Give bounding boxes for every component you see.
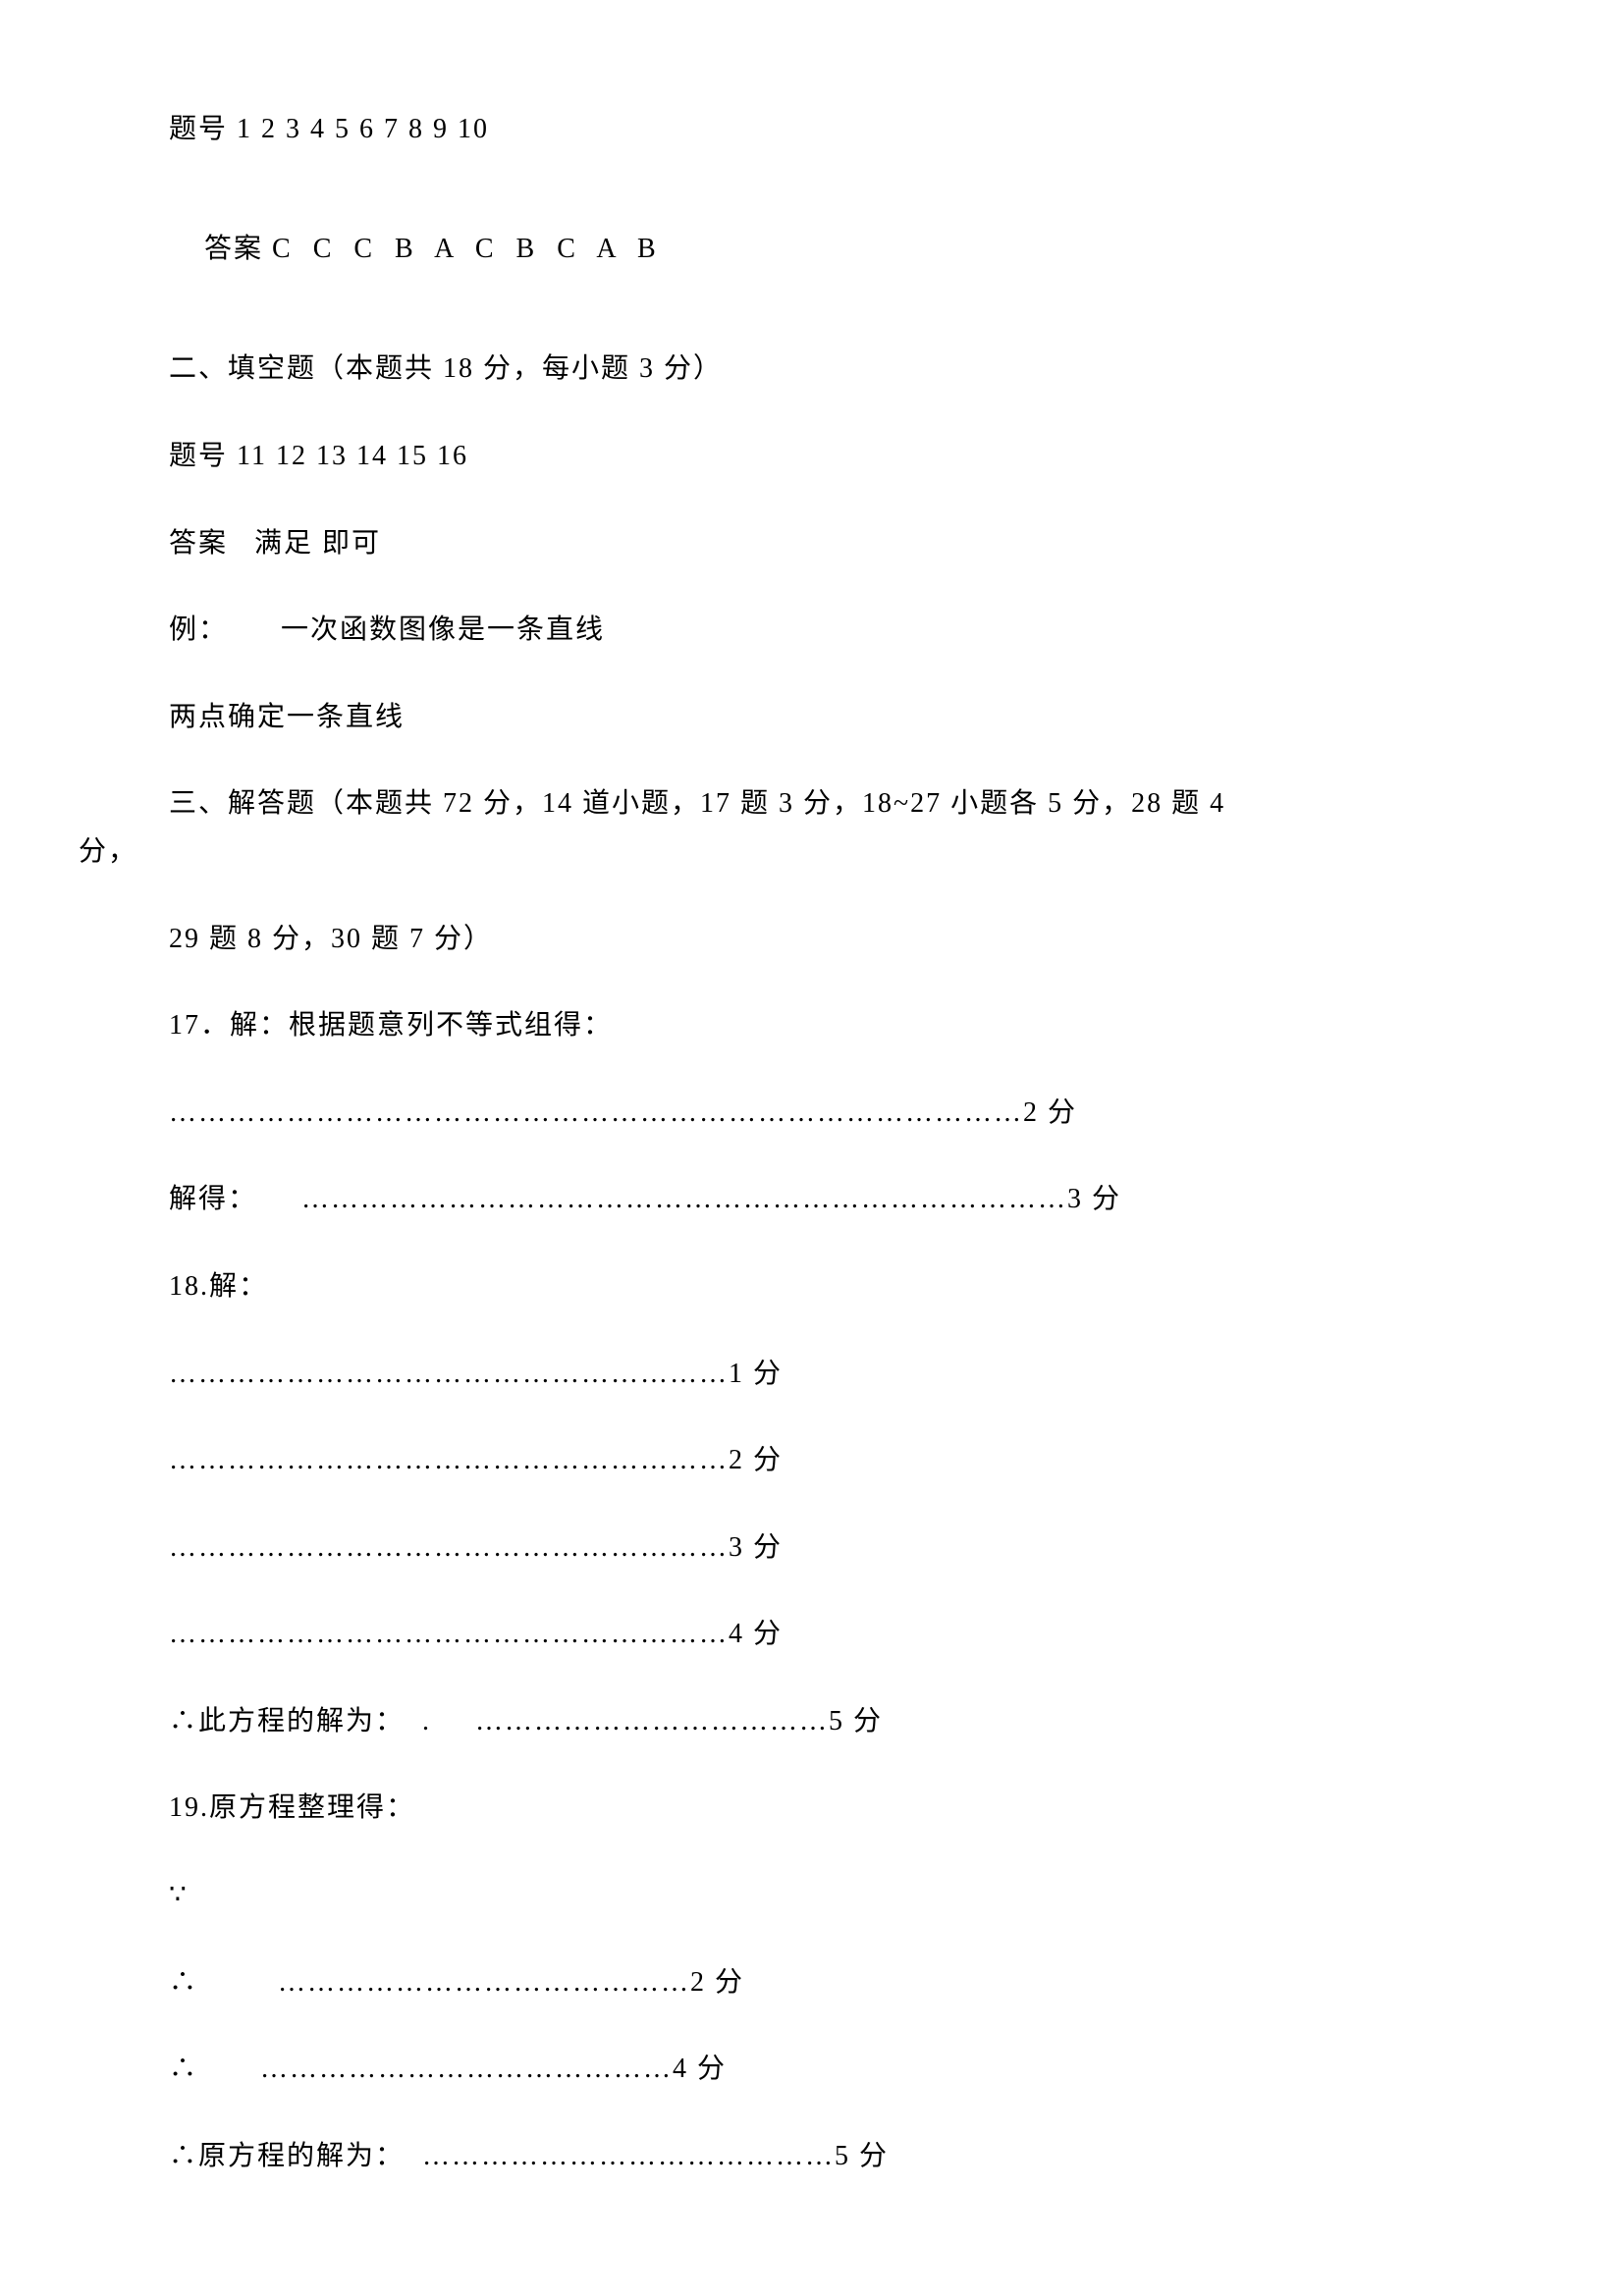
fill-answer-row: 答案 满足 即可 [0, 527, 1624, 561]
q17-score-3: 解得： ……………………………………………………………………3 分 [0, 1183, 1624, 1216]
q18-score-1: …………………………………………………1 分 [0, 1358, 1624, 1391]
section-2-heading: 二、填空题（本题共 18 分，每小题 3 分） [0, 352, 1624, 386]
example-sub-line: 两点确定一条直线 [0, 701, 1624, 734]
mcq-answer-row: 答案 C C C B A C B C A B [0, 200, 1624, 299]
answer-label: 答案 [204, 234, 272, 264]
answer-letters: C C C B A C B C A B [272, 234, 664, 264]
q18-score-3: …………………………………………………3 分 [0, 1531, 1624, 1565]
mcq-header-row: 题号 1 2 3 4 5 6 7 8 9 10 [0, 113, 1624, 146]
q18-conclusion: ∴此方程的解为： . ………………………………5 分 [0, 1705, 1624, 1738]
section-3-heading-2: 分， [0, 835, 1624, 869]
q19-stem: 19.原方程整理得： [0, 1791, 1624, 1825]
q19-conclusion: ∴原方程的解为： ……………………………………5 分 [0, 2140, 1624, 2173]
example-line: 例： 一次函数图像是一条直线 [0, 614, 1624, 647]
q17-score-2: ……………………………………………………………………………2 分 [0, 1096, 1624, 1130]
fill-header-row: 题号 11 12 13 14 15 16 [0, 440, 1624, 473]
q18-stem: 18.解： [0, 1270, 1624, 1304]
section-3-heading-1: 三、解答题（本题共 72 分，14 道小题，17 题 3 分，18~27 小题各… [0, 787, 1624, 821]
document-page: 题号 1 2 3 4 5 6 7 8 9 10 答案 C C C B A C B… [0, 0, 1624, 2296]
q19-score-4: ∴ ……………………………………4 分 [0, 2053, 1624, 2086]
q19-score-2: ∴ ……………………………………2 分 [0, 1966, 1624, 2000]
q17-stem: 17．解：根据题意列不等式组得： [0, 1009, 1624, 1042]
section-3-heading-3: 29 题 8 分，30 题 7 分） [0, 923, 1624, 956]
q18-score-2: …………………………………………………2 分 [0, 1444, 1624, 1477]
q18-score-4: …………………………………………………4 分 [0, 1618, 1624, 1651]
q19-because: ∵ [0, 1879, 1624, 1912]
